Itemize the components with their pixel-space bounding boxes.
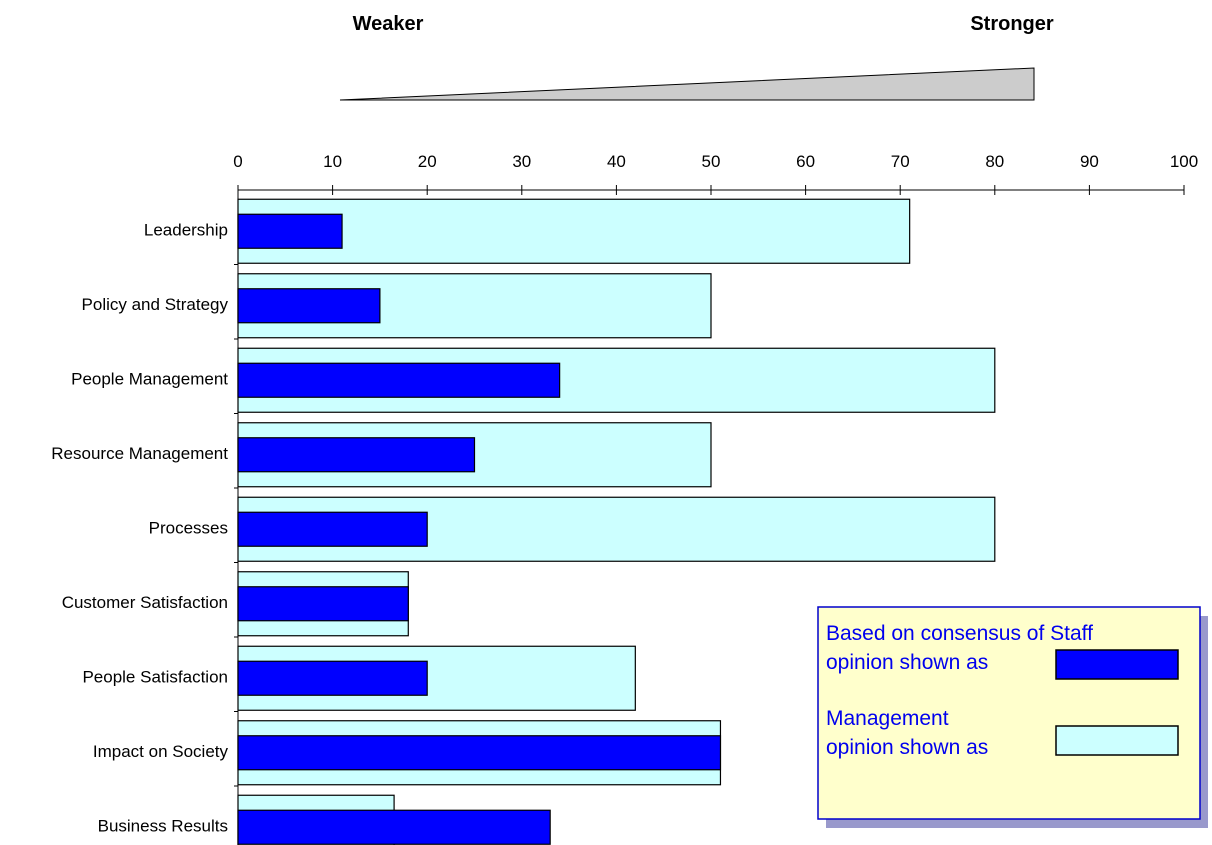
x-tick-label: 50	[702, 152, 721, 171]
staff-bar	[237, 809, 551, 845]
category-label: Business Results	[98, 817, 228, 836]
x-tick-label: 30	[512, 152, 531, 171]
staff-bar	[237, 437, 476, 473]
x-tick-label: 70	[891, 152, 910, 171]
legend-staff-line1: Based on consensus of Staff	[826, 622, 1093, 645]
legend-mgmt-line1: Management	[826, 707, 949, 730]
scale-label-stronger: Stronger	[970, 13, 1054, 35]
x-tick-label: 100	[1170, 152, 1198, 171]
category-label: Customer Satisfaction	[62, 593, 228, 612]
staff-bar	[237, 288, 381, 324]
category-label: Resource Management	[51, 444, 228, 463]
category-label: People Satisfaction	[82, 668, 228, 687]
category-label: Processes	[149, 519, 228, 538]
strength-wedge	[339, 67, 1035, 101]
x-tick-label: 60	[796, 152, 815, 171]
legend-staff-swatch	[1055, 649, 1179, 680]
x-tick-label: 80	[985, 152, 1004, 171]
staff-bar	[237, 362, 561, 398]
management-bar	[237, 198, 911, 264]
bars	[237, 198, 996, 845]
x-axis-ticks: 0 10 20 30 40 50 60 70 80 90 100	[233, 152, 1198, 171]
category-label: Policy and Strategy	[82, 295, 229, 314]
category-label: Leadership	[144, 221, 228, 240]
legend-mgmt-line2: opinion shown as	[826, 736, 988, 759]
legend-staff-line2: opinion shown as	[826, 651, 988, 674]
scale-label-weaker: Weaker	[353, 13, 424, 35]
staff-bar	[237, 735, 722, 771]
category-label: Impact on Society	[93, 742, 229, 761]
legend: Based on consensus of Staff opinion show…	[817, 606, 1208, 828]
category-labels: Leadership Policy and Strategy People Mana…	[51, 221, 228, 836]
staff-bar	[237, 660, 428, 696]
legend-management-swatch	[1055, 725, 1179, 756]
legend-box	[817, 606, 1201, 820]
staff-bar	[237, 511, 428, 547]
x-tick-label: 40	[607, 152, 626, 171]
category-label: People Management	[71, 370, 228, 389]
x-tick-label: 90	[1080, 152, 1099, 171]
staff-bar	[237, 586, 409, 622]
x-tick-label: 10	[323, 152, 342, 171]
staff-bar	[237, 213, 343, 249]
x-tick-label: 0	[233, 152, 242, 171]
x-tick-label: 20	[418, 152, 437, 171]
